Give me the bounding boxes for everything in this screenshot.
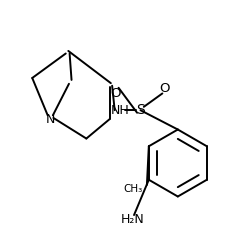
Text: N: N [46,113,55,126]
Text: S: S [136,103,145,117]
Text: O: O [160,82,170,95]
Text: O: O [110,87,120,100]
Text: H₂N: H₂N [121,213,144,226]
Text: NH: NH [110,104,129,117]
Text: CH₃: CH₃ [123,184,142,194]
